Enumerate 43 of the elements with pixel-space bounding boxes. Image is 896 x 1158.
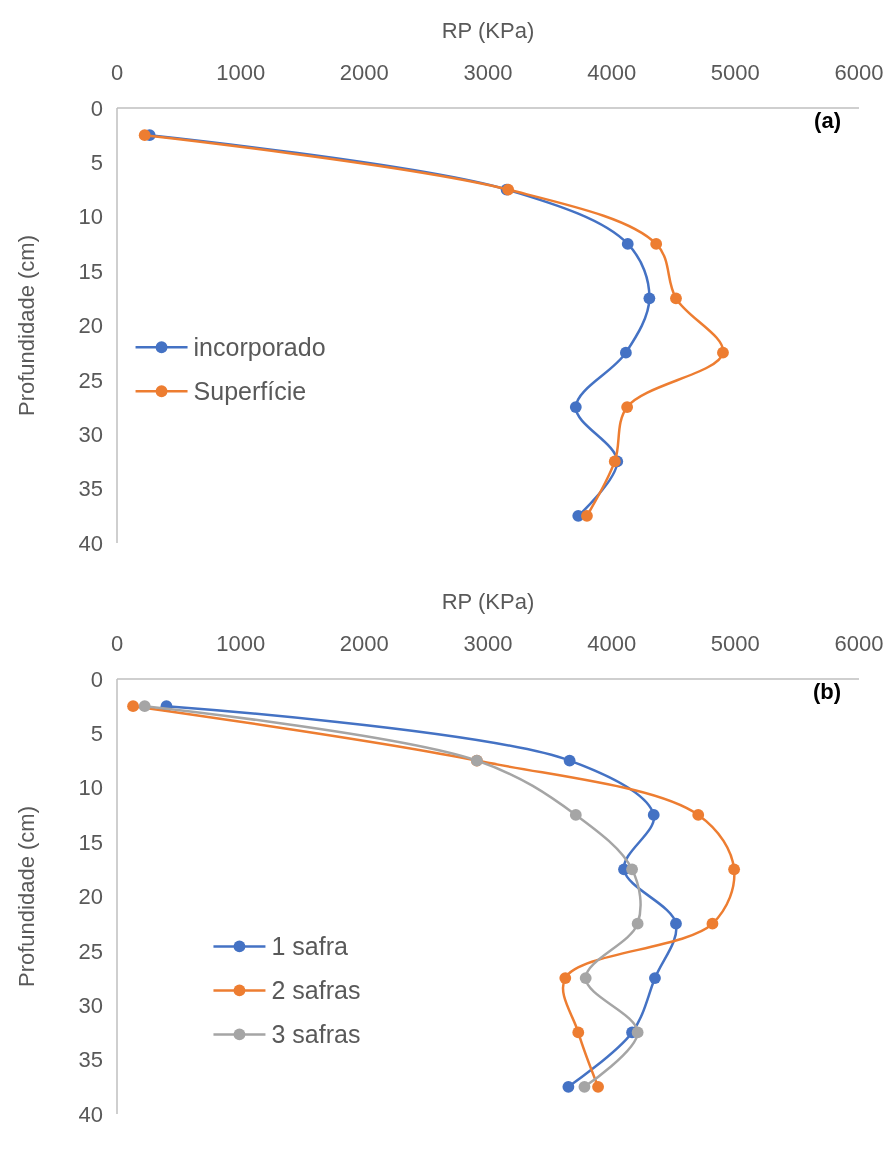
y-tick-label: 20 xyxy=(78,313,103,339)
y-axis-title: Profundidade (cm) xyxy=(14,235,39,416)
x-tick-label: 6000 xyxy=(834,60,884,85)
legend-label: Superfície xyxy=(193,377,307,405)
y-tick-label: 20 xyxy=(78,884,103,910)
y-tick-label: 30 xyxy=(78,992,103,1018)
y-tick-label: 5 xyxy=(90,721,103,747)
y-tick-label: 40 xyxy=(78,530,103,556)
y-tick-label: 40 xyxy=(78,1101,103,1127)
y-tick-label: 35 xyxy=(78,1047,103,1073)
x-tick-label: 3000 xyxy=(463,60,513,85)
y-tick-label: 10 xyxy=(78,775,103,801)
x-tick-label: 4000 xyxy=(587,60,637,85)
y-axis-title: Profundidade (cm) xyxy=(14,806,39,987)
y-tick-label: 0 xyxy=(90,666,103,692)
legend-label: 2 safras xyxy=(271,976,361,1005)
x-tick-label: 4000 xyxy=(587,631,637,656)
y-tick-label: 25 xyxy=(78,367,103,393)
y-tick-label: 15 xyxy=(78,258,103,284)
annotation: (b) xyxy=(812,679,841,704)
x-tick-label: 2000 xyxy=(339,60,389,85)
x-axis-title: RP (KPa) xyxy=(441,18,535,43)
y-tick-label: 25 xyxy=(78,938,103,964)
x-tick-label: 3000 xyxy=(463,631,513,656)
legend-label: 3 safras xyxy=(271,1020,361,1049)
y-tick-label: 10 xyxy=(78,204,103,230)
y-tick-label: 0 xyxy=(90,95,103,121)
x-tick-label: 1000 xyxy=(216,60,266,85)
legend-label: incorporado xyxy=(193,333,326,361)
x-tick-label: 5000 xyxy=(710,60,760,85)
y-tick-label: 35 xyxy=(78,476,103,502)
x-tick-label: 6000 xyxy=(834,631,884,656)
y-tick-label: 15 xyxy=(78,829,103,855)
x-tick-label: 2000 xyxy=(339,631,389,656)
x-tick-label: 1000 xyxy=(216,631,266,656)
y-tick-label: 30 xyxy=(78,421,103,447)
legend-label: 1 safra xyxy=(271,932,348,961)
x-axis-title: RP (KPa) xyxy=(441,589,535,614)
x-tick-label: 5000 xyxy=(710,631,760,656)
x-tick-label: 0 xyxy=(110,631,124,656)
annotation: (a) xyxy=(814,108,841,133)
y-tick-label: 5 xyxy=(90,150,103,176)
x-tick-label: 0 xyxy=(110,60,124,85)
